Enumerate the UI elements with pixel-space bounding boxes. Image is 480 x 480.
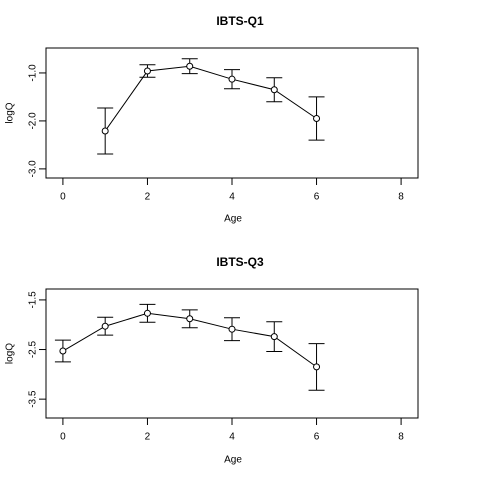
point [228,325,236,333]
y-axis-label: logQ [5,102,16,123]
x-tick-label: 2 [145,432,151,443]
x-tick-label: 4 [229,192,235,203]
point [101,322,109,330]
y-tick-label: -3.0 [28,160,39,178]
line [104,65,317,132]
chart-title: IBTS-Q1 [216,14,264,28]
x-tick-label: 0 [60,192,66,203]
y-tick-label: -3.5 [28,390,39,408]
point [186,62,194,70]
plot-box [45,47,419,179]
x-tick-label: 2 [145,192,151,203]
x-tick-label: 4 [229,432,235,443]
x-tick-label: 6 [314,192,320,203]
x-tick-label: 6 [314,432,320,443]
chart-title: IBTS-Q3 [216,255,264,269]
y-tick-label: -1.5 [28,291,39,309]
y-tick-label: -1.0 [28,64,39,82]
y-tick-label: -2.0 [28,112,39,130]
y-axis-label: logQ [5,343,16,364]
point [101,127,109,135]
point [270,333,278,341]
point [313,115,321,123]
x-tick-label: 8 [398,192,404,203]
x-tick-label: 8 [398,432,404,443]
point [313,363,321,371]
point [270,86,278,94]
point [186,315,194,323]
point [143,309,151,317]
x-axis-label: Age [224,455,242,466]
x-tick-label: 0 [60,432,66,443]
plot-box [45,288,419,419]
point [143,67,151,75]
y-tick-label: -2.5 [28,340,39,358]
point [59,347,67,355]
point [228,75,236,83]
x-axis-label: Age [224,214,242,225]
